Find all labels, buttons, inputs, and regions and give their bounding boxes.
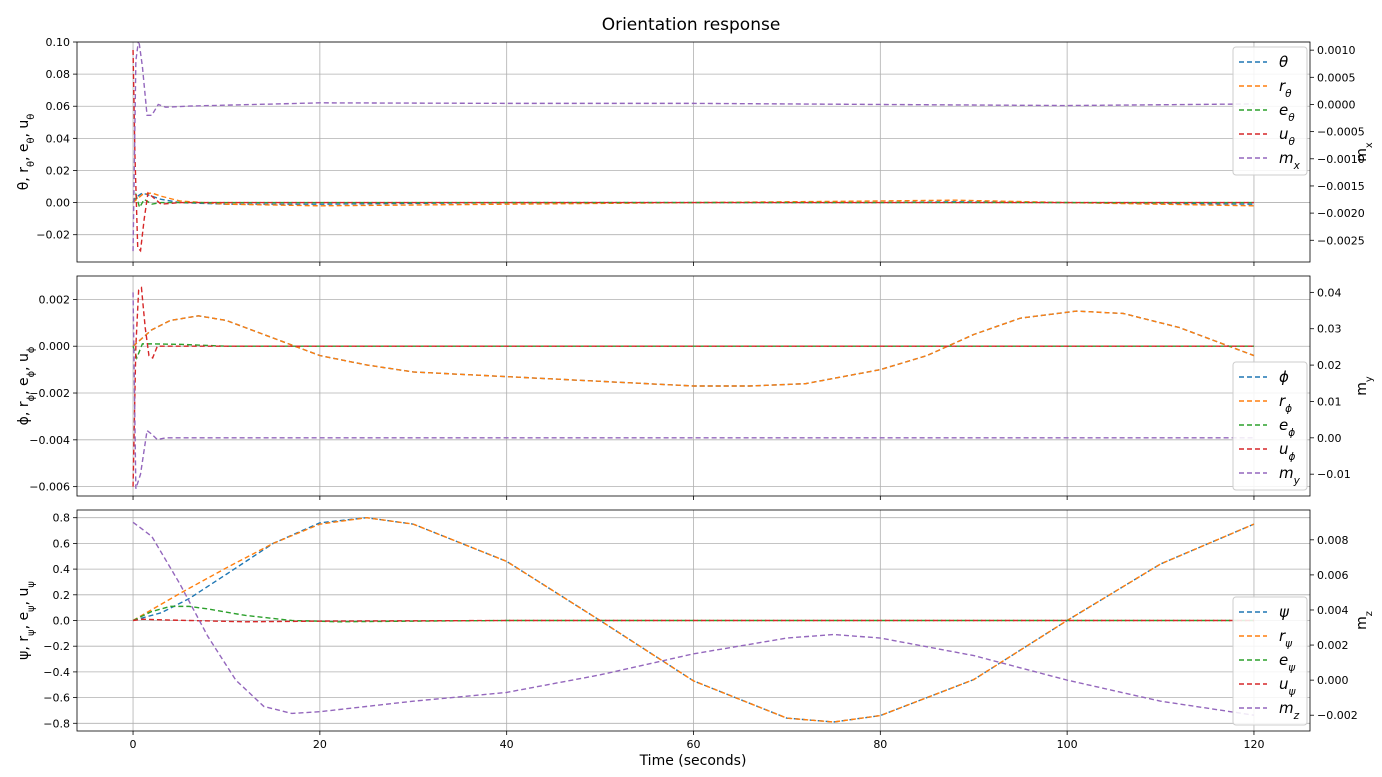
series-group <box>132 517 1255 723</box>
series-line-m_z <box>132 521 1255 716</box>
series-group <box>132 286 1255 489</box>
y-tick-label: −0.004 <box>29 434 70 447</box>
series-line-e_ψ <box>132 605 1254 623</box>
series-line-u_ϕ <box>132 286 1254 487</box>
y2-tick-label: 0.04 <box>1317 286 1342 299</box>
y-tick-label: 0.2 <box>53 589 71 602</box>
y2-tick-label: 0.004 <box>1317 604 1349 617</box>
y2-tick-label: −0.01 <box>1317 468 1351 481</box>
y2-axis-label: mx <box>1354 142 1375 162</box>
y2-tick-label: 0.01 <box>1317 395 1342 408</box>
subplot-2: −0.006 −0.004 −0.002 0.000 0.002 −0.01 0.00 0.0… <box>16 275 1375 500</box>
y2-tick-label: 0.006 <box>1317 569 1349 582</box>
x-axis-label: Time (seconds) <box>639 753 747 769</box>
series-line-u_ψ <box>132 618 1254 623</box>
y-tick-label: 0.06 <box>46 100 71 113</box>
y-axis-label: ϕ, rϕ, eϕ, uϕ <box>16 347 37 426</box>
legend-label: θ <box>1279 53 1288 71</box>
x-tick-label: 0 <box>130 738 137 751</box>
y-tick-label: 0.10 <box>46 36 71 49</box>
legend-box <box>1232 596 1308 726</box>
y2-tick-label: −0.0015 <box>1317 180 1365 193</box>
y-tick-label: 0.8 <box>53 512 71 525</box>
y-tick-label: −0.6 <box>43 692 70 705</box>
legend-label: ψ <box>1279 603 1290 621</box>
x-tick-label: 60 <box>687 738 701 751</box>
y-tick-label: 0.000 <box>39 340 71 353</box>
y2-tick-label: 0.0010 <box>1317 44 1356 57</box>
y-tick-label: 0.4 <box>53 563 71 576</box>
series-line-m_y <box>132 292 1254 489</box>
series-line-θ <box>132 192 1254 205</box>
x-tick-label: 40 <box>500 738 514 751</box>
y-tick-label: 0.002 <box>39 293 71 306</box>
y-tick-label: −0.002 <box>29 387 70 400</box>
y-tick-label: 0.04 <box>46 132 71 145</box>
y2-tick-label: 0.008 <box>1317 534 1349 547</box>
x-tick-label: 100 <box>1057 738 1078 751</box>
y-tick-label: −0.02 <box>36 229 70 242</box>
y2-tick-label: 0.000 <box>1317 674 1349 687</box>
subplot-panels: −0.020.000.020.040.060.080.10−0.0025−0.0… <box>16 36 1375 751</box>
y-tick-label: −0.4 <box>43 666 70 679</box>
y-tick-label: 0.0 <box>53 615 71 628</box>
y-axis-label: ψ, rψ, eψ, uψ <box>16 581 37 660</box>
axes-frame <box>76 275 1311 497</box>
y2-tick-label: 0.03 <box>1317 323 1342 336</box>
y2-tick-label: 0.02 <box>1317 359 1342 372</box>
series-line-m_x <box>132 42 1254 252</box>
series-line-ψ <box>132 517 1255 723</box>
y2-tick-label: 0.002 <box>1317 639 1349 652</box>
legend-label: ϕ <box>1279 368 1289 386</box>
x-tick-label: 120 <box>1243 738 1264 751</box>
subplot-1: −0.02 0.00 0.02 0.04 0.06 0.08 0.10 −0.0025 −0.0… <box>16 36 1375 266</box>
y2-axis-label: my <box>1354 376 1375 396</box>
y-tick-label: 0.02 <box>46 164 71 177</box>
y2-tick-label: 0.0000 <box>1317 98 1356 111</box>
y2-tick-label: −0.0025 <box>1317 234 1365 247</box>
y2-tick-label: −0.0010 <box>1317 153 1365 166</box>
axes-frame <box>76 509 1311 732</box>
y2-tick-label: 0.0005 <box>1317 71 1356 84</box>
x-tick-label: 80 <box>873 738 887 751</box>
x-tick-label: 20 <box>313 738 327 751</box>
y-tick-label: 0.6 <box>53 537 71 550</box>
y2-axis-label: mz <box>1354 611 1375 630</box>
y2-tick-label: −0.0005 <box>1317 126 1365 139</box>
legend-box <box>1232 361 1308 491</box>
y2-tick-label: −0.0020 <box>1317 207 1365 220</box>
y-tick-label: −0.8 <box>43 717 70 730</box>
figure-title: Orientation response <box>602 15 781 35</box>
y-tick-label: 0.00 <box>46 197 71 210</box>
subplot-3: 0 20 40 60 80 100 120 −0.8 −0.6 −0.4 −0.2 0.0 0.2 0.4… <box>16 509 1375 751</box>
legend-box <box>1232 46 1308 176</box>
y-tick-label: −0.006 <box>29 481 70 494</box>
y2-tick-label: −0.002 <box>1317 709 1358 722</box>
series-line-e_ϕ <box>132 343 1254 360</box>
y-tick-label: −0.2 <box>43 640 70 653</box>
y-tick-label: 0.08 <box>46 68 71 81</box>
y2-tick-label: 0.00 <box>1317 432 1342 445</box>
series-group <box>132 42 1254 253</box>
series-line-r_θ <box>132 192 1254 207</box>
axes-frame <box>76 41 1311 263</box>
series-line-r_ϕ <box>132 310 1255 387</box>
y-axis-label: θ, rθ, eθ, uθ <box>16 114 37 191</box>
